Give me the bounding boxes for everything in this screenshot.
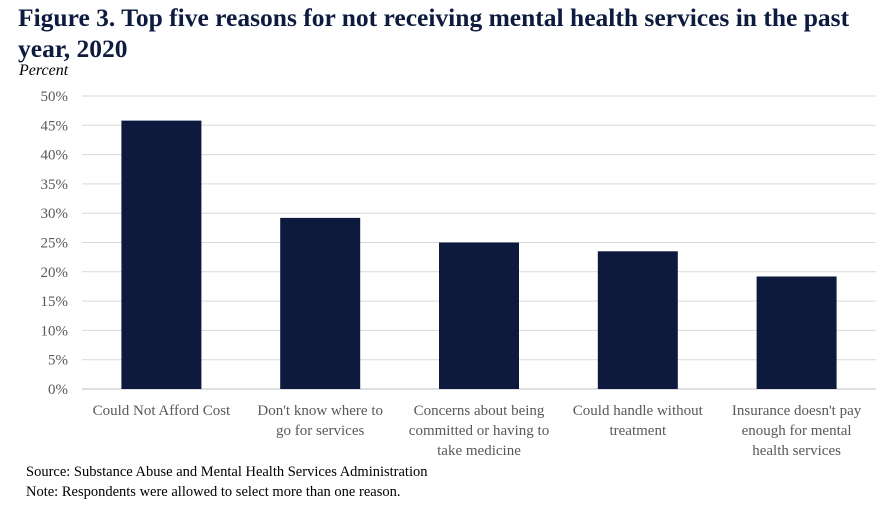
x-tick-label-line: Could Not Afford Cost [93,403,231,419]
x-tick-label: Could handle without treatment [573,403,704,439]
x-tick-label-line: go for services [276,423,364,439]
bars [121,120,837,389]
bar [439,242,519,389]
source-note: Source: Substance Abuse and Mental Healt… [26,464,428,480]
y-tick-label: 5% [48,353,68,369]
x-tick-label-line: health services [752,443,841,459]
y-tick-label: 20% [41,265,69,281]
x-tick-labels: Could Not Afford Cost Don't know where to… [93,403,862,459]
x-tick-label-line: Concerns about being [414,403,545,419]
chart-title: Figure 3. Top five reasons for not recei… [18,3,850,63]
x-tick-label: Could Not Afford Cost [93,403,231,419]
x-tick-label: Don't know where to go for services [257,403,383,439]
x-tick-label: Insurance doesn't pay enough for mental he… [732,403,862,459]
footnotes: Source: Substance Abuse and Mental Healt… [26,462,428,502]
x-tick-label-line: Don't know where to [257,403,383,419]
y-tick-label: 35% [41,177,69,193]
y-tick-labels: 0% 5% 10% 15% 20% 25% 30% 35% 40% 45% 50% [41,89,69,398]
bar [280,217,361,389]
bar [121,120,202,389]
bar [756,276,837,389]
x-tick-label-line: Could handle without [573,403,704,419]
y-tick-label: 25% [41,236,69,252]
x-tick-label-line: enough for mental [742,423,852,439]
y-tick-label: 45% [41,118,69,134]
respondent-note: Note: Respondents were allowed to select… [26,484,401,500]
y-tick-label: 30% [41,206,69,222]
x-tick-label: Concerns about being committed or having … [409,403,549,459]
y-tick-label: 0% [48,382,68,398]
y-tick-label: 50% [41,89,69,105]
y-axis-label: Percent [19,62,69,79]
x-tick-label-line: treatment [609,423,666,439]
bar [597,251,678,389]
x-tick-label-line: committed or having to [409,423,549,439]
y-tick-label: 10% [41,323,69,339]
x-tick-label-line: take medicine [437,443,521,459]
x-tick-label-line: Insurance doesn't pay [732,403,862,419]
y-tick-label: 40% [41,148,69,164]
y-tick-label: 15% [41,294,69,310]
